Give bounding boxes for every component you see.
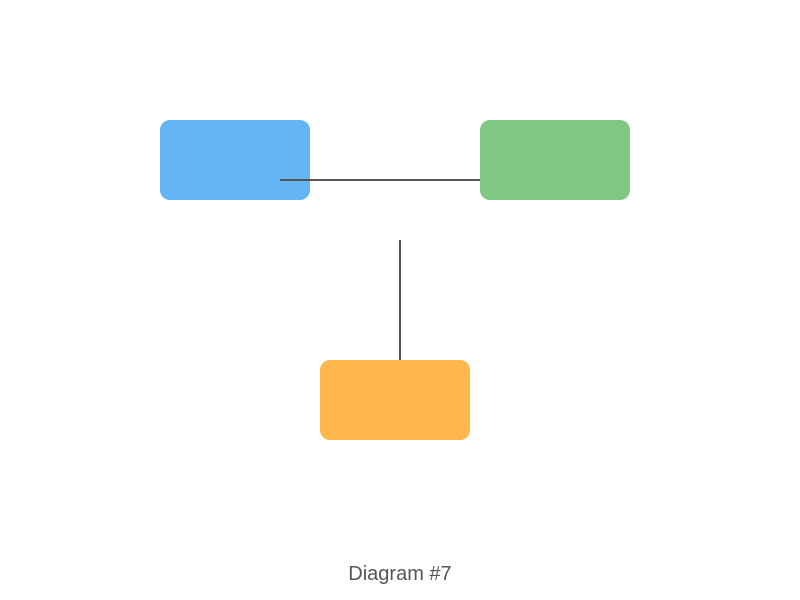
connector-blue-green — [280, 179, 480, 181]
connector-vertical — [399, 240, 401, 360]
diagram-node-orange — [320, 360, 470, 440]
diagram-node-green — [480, 120, 630, 200]
diagram-caption: Diagram #7 — [348, 563, 452, 585]
diagram-node-blue — [160, 120, 310, 200]
